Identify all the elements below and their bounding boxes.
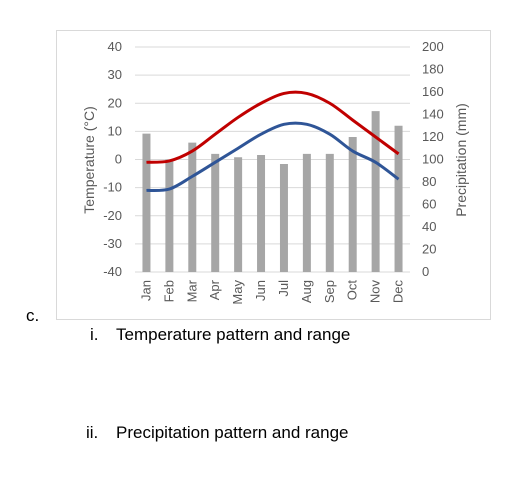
left-tick-label: -20 [103, 208, 122, 223]
precipitation-bars [142, 111, 403, 272]
x-tick-label: Aug [299, 280, 314, 303]
precipitation-bar-apr [211, 153, 220, 272]
precipitation-bar-may [234, 157, 243, 272]
min-temperature-line [146, 121, 400, 193]
right-tick-label: 60 [422, 197, 436, 212]
left-tick-label: -40 [103, 264, 122, 279]
x-tick-label: Jun [253, 280, 268, 301]
left-tick-label: 20 [108, 95, 122, 110]
left-axis-ticks: 40 30 20 10 0 -10 -20 -30 -40 [103, 39, 122, 279]
x-tick-label: Nov [368, 280, 383, 304]
left-tick-label: -10 [103, 180, 122, 195]
right-tick-label: 0 [422, 264, 429, 279]
right-tick-label: 180 [422, 62, 444, 77]
question-item-2-text: Precipitation pattern and range [116, 423, 349, 442]
precipitation-bar-jul [279, 164, 288, 272]
precipitation-bar-sep [325, 153, 334, 272]
left-tick-label: 40 [108, 39, 122, 54]
x-tick-label: Jan [138, 280, 153, 301]
max-temperature-line [146, 90, 400, 164]
precipitation-bar-mar [188, 142, 197, 272]
x-tick-label: Oct [345, 280, 360, 301]
right-tick-label: 120 [422, 129, 444, 144]
x-tick-label: Feb [161, 280, 176, 302]
right-tick-label: 20 [422, 242, 436, 257]
x-tick-label: Apr [207, 279, 222, 300]
temperature-lines [146, 90, 400, 193]
precipitation-bar-jan [142, 133, 151, 272]
x-axis-ticks: Jan Feb Mar Apr May Jun Jul Aug Sep Oct Nov Dec [138, 279, 405, 304]
left-tick-label: 10 [108, 123, 122, 138]
x-tick-label: Sep [322, 280, 337, 303]
left-tick-label: 0 [115, 152, 122, 167]
precipitation-bar-jun [257, 155, 266, 272]
question-item-1-text: Temperature pattern and range [116, 325, 351, 344]
right-tick-label: 100 [422, 152, 444, 167]
left-tick-label: 30 [108, 67, 122, 82]
left-tick-label: -30 [103, 236, 122, 251]
x-tick-label: Dec [391, 280, 406, 304]
precipitation-bar-dec [394, 125, 403, 272]
question-item-2-number: ii. [86, 423, 99, 442]
question-item-1-number: i. [90, 325, 99, 344]
right-tick-label: 40 [422, 219, 436, 234]
right-tick-label: 80 [422, 174, 436, 189]
precipitation-bar-aug [302, 153, 311, 272]
x-tick-label: May [230, 280, 245, 305]
right-axis-title: Precipitation (mm) [453, 103, 469, 217]
precipitation-bar-oct [348, 137, 357, 272]
right-tick-label: 160 [422, 84, 444, 99]
right-tick-label: 140 [422, 107, 444, 122]
x-tick-label: Mar [184, 279, 199, 302]
question-letter: c. [26, 306, 40, 325]
right-tick-label: 200 [422, 39, 444, 54]
left-axis-title: Temperature (°C) [81, 106, 97, 214]
chart-frame [56, 30, 491, 320]
gridlines [135, 46, 410, 273]
precipitation-bar-feb [165, 159, 174, 272]
x-tick-label: Jul [276, 280, 291, 297]
precipitation-bar-nov [371, 111, 380, 272]
